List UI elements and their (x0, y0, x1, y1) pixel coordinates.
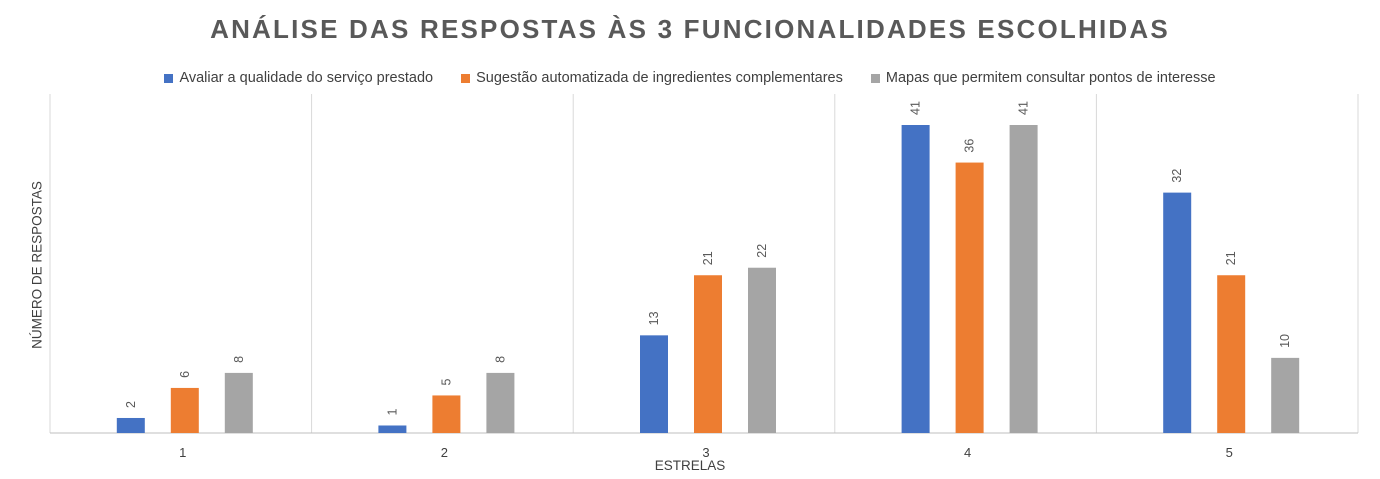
legend-item-series-2: Sugestão automatizada de ingredientes co… (461, 70, 843, 86)
data-label: 5 (439, 378, 453, 385)
legend: Avaliar a qualidade do serviço prestado … (0, 70, 1380, 86)
bar-series-3-cat-5 (1271, 357, 1300, 433)
data-label: 8 (493, 356, 507, 363)
legend-label-series-3: Mapas que permitem consultar pontos de i… (885, 70, 1216, 86)
x-tick-label: 2 (441, 445, 448, 460)
data-label: 41 (1017, 101, 1031, 115)
chart-title: ANÁLISE DAS RESPOSTAS ÀS 3 FUNCIONALIDAD… (210, 14, 1170, 44)
bar-series-2-cat-2 (432, 395, 461, 433)
bar-series-1-cat-5 (1163, 192, 1192, 433)
bar-series-2-cat-5 (1217, 275, 1246, 433)
data-label: 2 (124, 401, 138, 408)
y-axis-label: NÚMERO DE RESPOSTAS (29, 181, 45, 349)
data-label: 8 (232, 356, 246, 363)
legend-swatch-series-2 (461, 73, 471, 83)
legend-item-series-1: Avaliar a qualidade do serviço prestado (164, 70, 433, 86)
data-label: 22 (755, 244, 769, 258)
bar-series-3-cat-3 (748, 267, 776, 433)
x-tick-label: 3 (702, 445, 709, 460)
bar-series-2-cat-3 (694, 275, 722, 433)
data-label: 32 (1170, 169, 1184, 183)
bar-series-1-cat-3 (640, 335, 668, 433)
legend-swatch-series-1 (164, 73, 174, 83)
data-label: 36 (963, 139, 977, 153)
x-axis-label: ESTRELAS (654, 458, 726, 473)
x-tick-label: 5 (1226, 445, 1233, 460)
bar-series-2-cat-1 (170, 387, 199, 433)
data-label: 1 (385, 408, 399, 415)
bar-series-1-cat-4 (901, 125, 930, 433)
bar-series-3-cat-4 (1009, 125, 1038, 433)
legend-swatch-series-3 (870, 73, 880, 83)
x-tick-label: 4 (964, 445, 971, 460)
legend-label-series-1: Avaliar a qualidade do serviço prestado (179, 70, 434, 86)
bar-series-3-cat-2 (486, 372, 515, 433)
data-label: 6 (178, 371, 192, 378)
bar-series-1-cat-1 (116, 417, 145, 433)
bar-series-1-cat-2 (378, 425, 407, 433)
data-label: 41 (909, 101, 923, 115)
data-label: 21 (701, 251, 715, 265)
bar-series-2-cat-4 (955, 162, 984, 433)
data-label: 10 (1278, 334, 1292, 348)
x-tick-label: 1 (179, 445, 186, 460)
data-label: 13 (647, 311, 661, 325)
bar-series-3-cat-1 (224, 372, 253, 433)
legend-item-series-3: Mapas que permitem consultar pontos de i… (870, 70, 1216, 86)
legend-label-series-2: Sugestão automatizada de ingredientes co… (476, 70, 843, 86)
data-label: 21 (1224, 251, 1238, 265)
